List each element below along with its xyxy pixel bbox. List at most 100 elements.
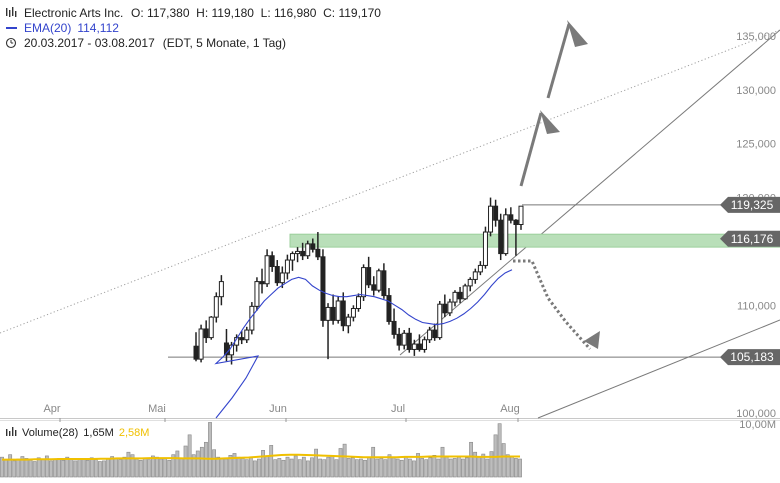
volume-bar (118, 459, 123, 478)
price-tag: 105,183 (720, 349, 780, 366)
volume-bar (301, 456, 306, 478)
volume-ma-line (2, 453, 520, 461)
candle (432, 323, 438, 341)
volume-bar (57, 458, 62, 478)
candle (508, 207, 514, 224)
price-tag-label: 105,183 (730, 350, 774, 364)
volume-bar (236, 456, 241, 478)
volume-bar (387, 454, 392, 478)
volume-bar (261, 450, 265, 478)
candle (371, 276, 377, 296)
price-tag: 116,176 (720, 230, 780, 247)
volume-bar (420, 458, 425, 478)
ohlc-values: O: 117,380 H: 119,180 L: 116,980 C: 119,… (131, 6, 381, 20)
volume-bar (228, 454, 233, 478)
volume-bar (130, 454, 135, 478)
candle (376, 268, 382, 293)
volume-bar (428, 457, 433, 478)
volume-bar (424, 459, 429, 478)
volume-bar (277, 458, 282, 478)
volume-bar (183, 445, 188, 478)
date-range: 20.03.2017 - 03.08.2017 (EDT, 5 Monate, 1… (24, 36, 286, 50)
volume-bar (0, 456, 4, 478)
candle (239, 331, 245, 345)
volume-bar (375, 458, 380, 478)
candle (223, 328, 229, 362)
support-zone-rect (289, 233, 780, 248)
candle (391, 308, 397, 339)
y-tick-label: 100,000 (736, 408, 776, 420)
volume-bar (407, 458, 412, 478)
volume-bar (110, 456, 115, 478)
price-tag-label: 119,325 (731, 198, 774, 212)
volume-bar (477, 456, 482, 478)
symbol-name: Electronic Arts Inc. (24, 6, 123, 20)
volume-bar (379, 458, 384, 478)
candle (356, 293, 361, 312)
candle (386, 288, 392, 325)
price-tag-label: 116,176 (731, 232, 774, 246)
volume-bar (489, 451, 494, 478)
candle (213, 292, 219, 323)
candle (289, 251, 295, 271)
volume-bar (151, 455, 155, 478)
volume-bar (269, 445, 274, 478)
candle (518, 205, 524, 230)
down-arrow-head (584, 331, 600, 349)
candle (274, 260, 280, 286)
candle (411, 339, 417, 356)
volume-bar (399, 459, 404, 478)
candle (447, 298, 453, 317)
volume-bar (436, 458, 441, 478)
volume-bar (216, 456, 221, 478)
candle (310, 238, 316, 253)
volume-bar (142, 458, 147, 478)
volume-bar (485, 458, 490, 478)
volume-axis-label: 10,00M (739, 419, 776, 431)
candle (198, 324, 204, 363)
lower-channel-line (537, 319, 780, 419)
candle (320, 249, 326, 327)
candle (269, 251, 275, 272)
volume-bar (501, 443, 506, 478)
volume-bar (97, 461, 102, 478)
candle (513, 219, 519, 256)
candle (452, 290, 458, 307)
candle (330, 294, 336, 325)
volume-bar (505, 454, 510, 478)
y-tick-label: 110,000 (737, 300, 776, 312)
up-arrow-shaft-2 (546, 23, 571, 99)
volume-bar (53, 458, 57, 478)
candle (472, 268, 478, 284)
volume-bar (314, 448, 318, 478)
volume-bar (273, 459, 278, 478)
volume-bar (155, 456, 159, 478)
volume-bar (77, 458, 82, 478)
scenario-arrows (513, 20, 600, 350)
volume-bar (159, 458, 163, 478)
volume-legend: Volume(28) 1,65M 2,58M 10,00M (6, 419, 776, 439)
volume-bar (224, 458, 229, 478)
volume-bar (518, 458, 522, 478)
up-arrow-head-1 (540, 110, 560, 134)
volume-bar (199, 446, 204, 478)
volume-bar (146, 459, 151, 478)
price-tag: 119,325 (720, 196, 780, 213)
volume-bar (89, 457, 94, 478)
price-tags: 119,325 116,176 105,183 (720, 196, 780, 366)
volume-bar (395, 458, 400, 478)
volume-bar (16, 458, 21, 478)
candle (482, 226, 488, 269)
volume-bar (106, 458, 110, 478)
volume-bar (416, 453, 420, 478)
candle (422, 336, 428, 353)
volume-bar (191, 454, 196, 478)
volume-bar (122, 456, 127, 478)
candle (467, 277, 473, 292)
volume-bar (40, 459, 45, 478)
support-zone (168, 204, 780, 358)
volume-bar (220, 458, 225, 478)
volume-bar (285, 456, 290, 478)
clock-icon (5, 37, 17, 49)
